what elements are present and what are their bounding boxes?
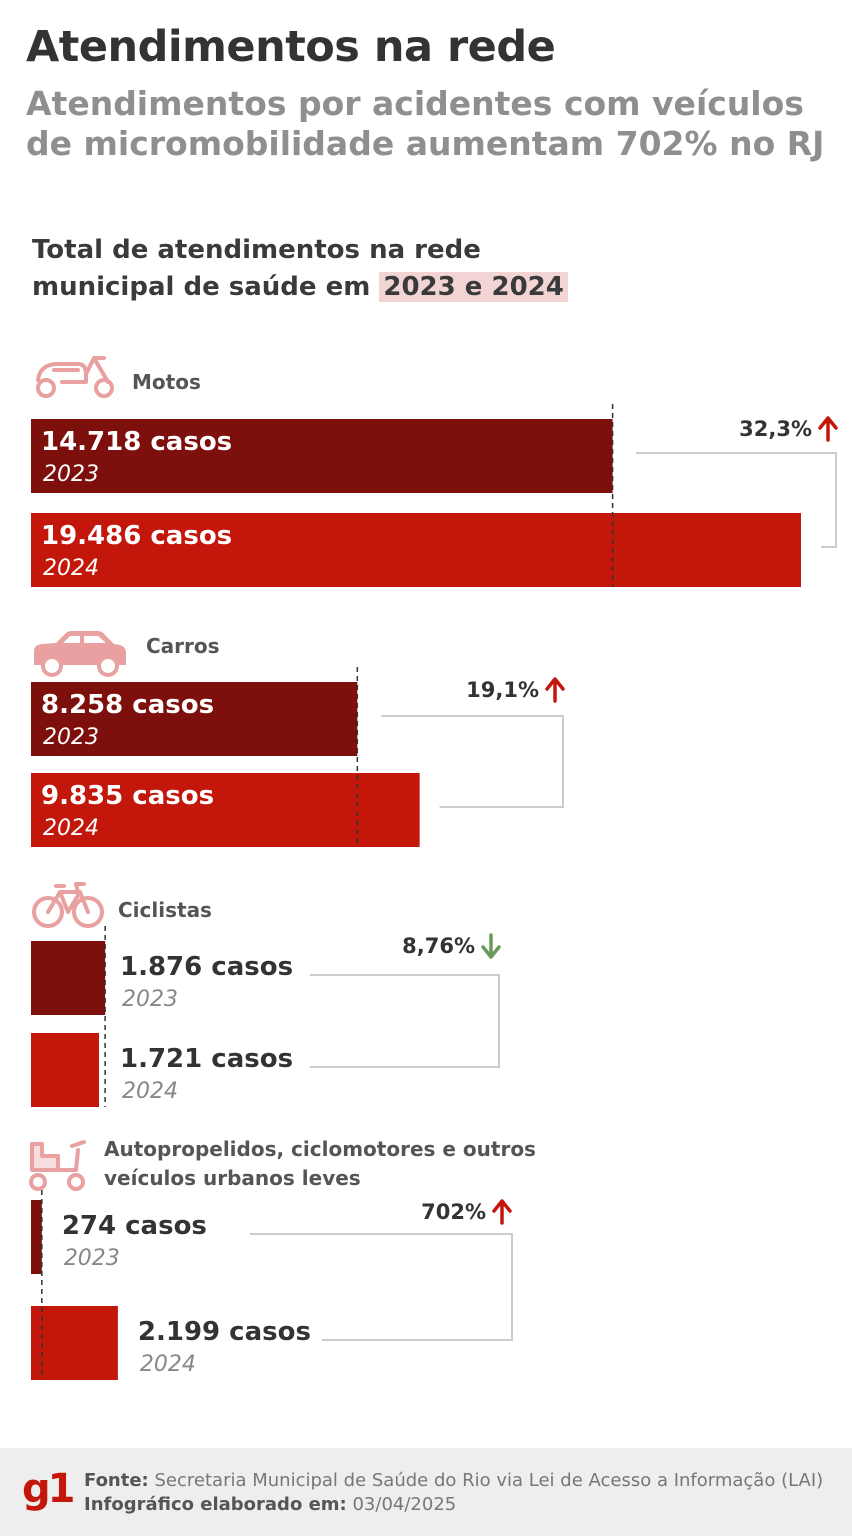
chart-heading-line1: Total de atendimentos na rede (32, 235, 481, 265)
value-label-autopropelidos-2023: 274 casos (62, 1211, 207, 1241)
scooter-icon (29, 1140, 86, 1191)
change-label-carros: 19,1% (466, 678, 539, 702)
footer-date-text: 03/04/2025 (352, 1494, 457, 1515)
change-bracket-carros (381, 715, 564, 808)
category-label-motos: Motos (132, 370, 201, 394)
year-label-motos-2024: 2024 (43, 556, 99, 581)
category-label-ciclistas: Ciclistas (118, 898, 212, 922)
bar-motos-2024 (31, 513, 801, 587)
chart-subtitle: Atendimentos por acidentes com veículos … (26, 84, 825, 163)
value-label-carros-2023: 8.258 casos (41, 690, 214, 720)
car-icon (34, 631, 126, 677)
g1-logo: g1 (22, 1466, 75, 1512)
value-label-motos-2024: 19.486 casos (41, 521, 232, 551)
arrow-down-icon-ciclistas (481, 933, 501, 959)
chart-heading-line2: municipal de saúde em (32, 272, 380, 302)
change-label-ciclistas: 8,76% (402, 934, 475, 958)
value-label-autopropelidos-2024: 2.199 casos (138, 1317, 311, 1347)
change-bracket-ciclistas (310, 974, 500, 1068)
value-label-ciclistas-2023: 1.876 casos (120, 952, 293, 982)
bar-ciclistas-2024 (31, 1033, 100, 1107)
footer-source-label: Fonte: (84, 1470, 149, 1491)
arrow-up-icon-motos (818, 416, 838, 442)
footer-source-text: Secretaria Municipal de Saúde do Rio via… (154, 1470, 824, 1491)
bar-carros-2024 (31, 773, 420, 847)
bar-autopropelidos-2024 (31, 1306, 118, 1380)
change-label-autopropelidos: 702% (421, 1200, 486, 1224)
change-bracket-motos (636, 452, 837, 548)
year-label-ciclistas-2024: 2024 (122, 1079, 178, 1104)
value-label-motos-2023: 14.718 casos (41, 427, 232, 457)
year-label-ciclistas-2023: 2023 (122, 987, 178, 1012)
category-label-carros: Carros (146, 634, 220, 658)
year-label-carros-2023: 2023 (43, 725, 99, 750)
motorcycle-icon (36, 356, 114, 398)
bar-ciclistas-2023 (31, 941, 106, 1015)
chart-heading-highlight: 2023 e 2024 (379, 272, 568, 302)
value-label-ciclistas-2024: 1.721 casos (120, 1044, 293, 1074)
footer: g1 Fonte: Secretaria Municipal de Saúde … (0, 1448, 852, 1536)
footer-source: Fonte: Secretaria Municipal de Saúde do … (84, 1470, 823, 1491)
year-label-autopropelidos-2023: 2023 (64, 1246, 120, 1271)
bar-carros-2023 (31, 682, 358, 756)
bar-motos-2023 (31, 419, 613, 493)
footer-date: Infográfico elaborado em: 03/04/2025 (84, 1494, 456, 1515)
chart-title: Atendimentos na rede (26, 22, 556, 72)
value-label-carros-2024: 9.835 casos (41, 781, 214, 811)
arrow-up-icon-carros (545, 677, 565, 703)
arrow-up-icon-autopropelidos (492, 1199, 512, 1225)
year-label-autopropelidos-2024: 2024 (140, 1352, 196, 1377)
category-label-autopropelidos: Autopropelidos, ciclomotores e outros (104, 1137, 536, 1161)
category-label-autopropelidos: veículos urbanos leves (104, 1166, 361, 1190)
change-bracket-autopropelidos (250, 1233, 513, 1341)
footer-date-label: Infográfico elaborado em: (84, 1494, 347, 1515)
bar-chart: Motos 14.718 casos 2023 19.486 casos 2024 32,… (29, 356, 838, 1380)
bicycle-icon (32, 882, 104, 928)
year-label-carros-2024: 2024 (43, 816, 99, 841)
year-label-motos-2023: 2023 (43, 462, 99, 487)
chart-heading: Total de atendimentos na rede municipal … (32, 232, 568, 306)
change-label-motos: 32,3% (739, 417, 812, 441)
bar-autopropelidos-2023 (31, 1200, 42, 1274)
